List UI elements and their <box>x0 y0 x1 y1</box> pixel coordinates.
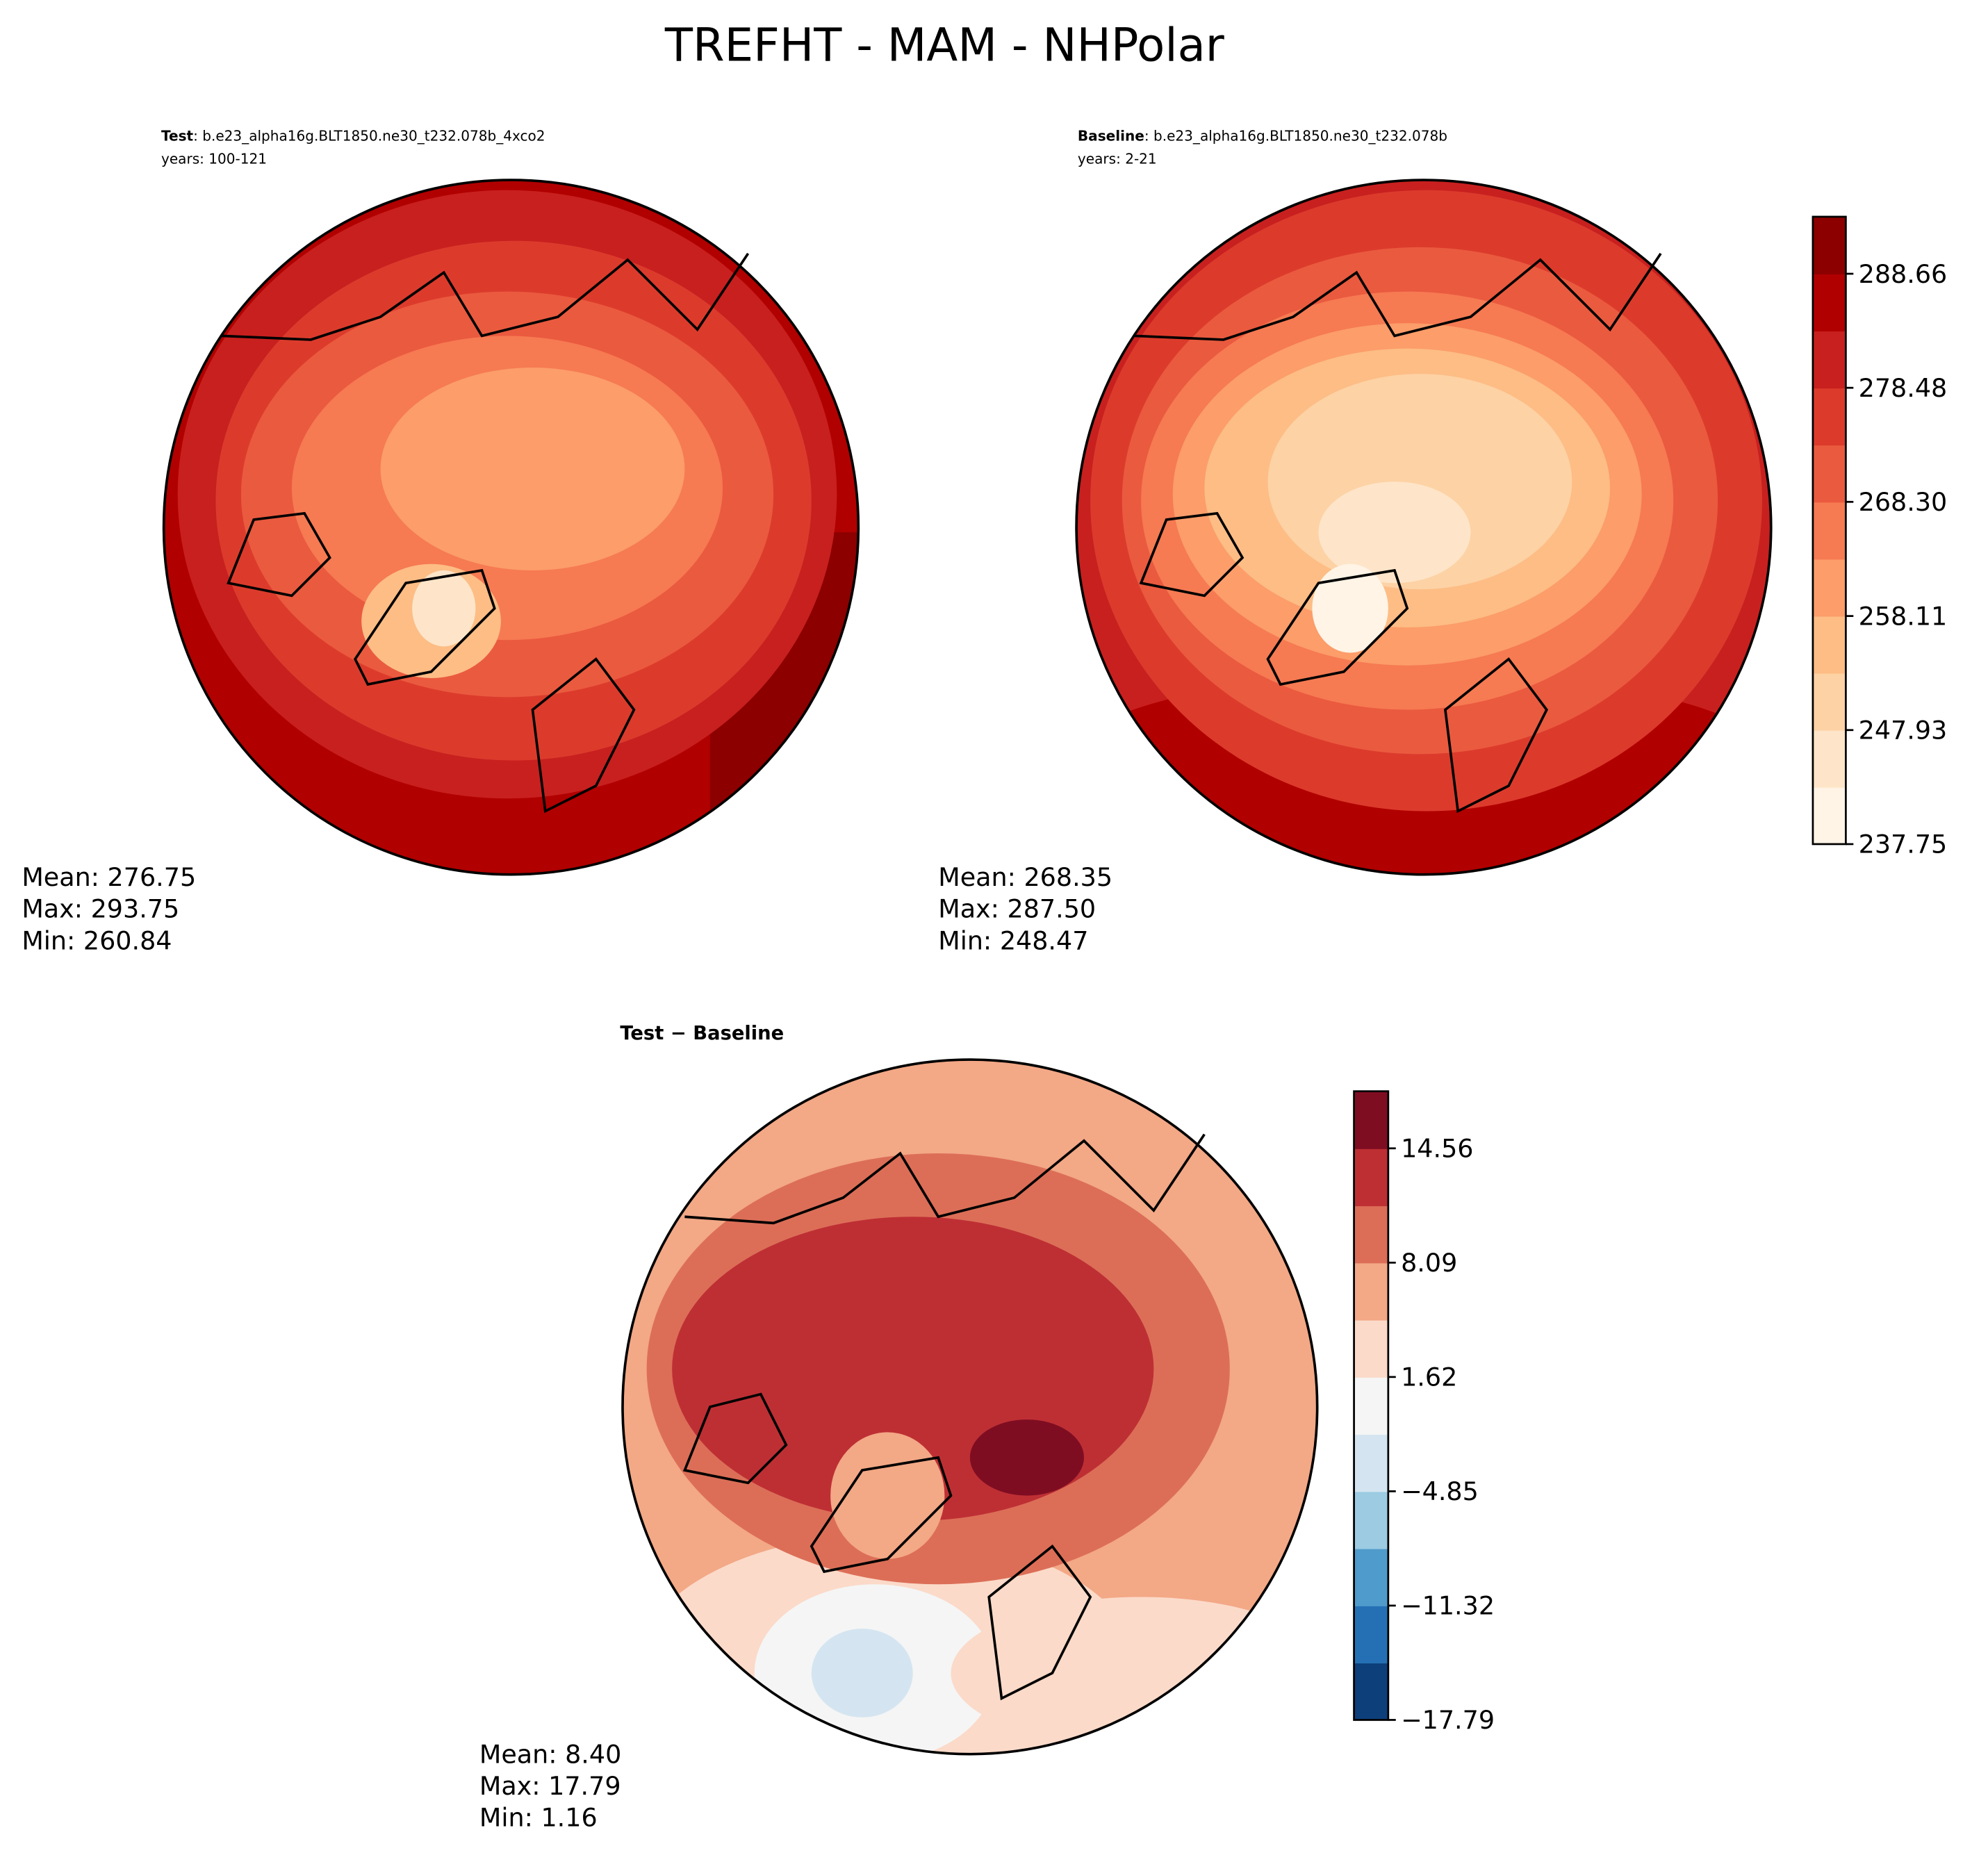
colorbar-band <box>1812 787 1846 845</box>
colorbar: 237.75 247.93 258.11 268.30 278.48 288.66 <box>1812 215 1948 859</box>
stat: Max: 293.75 <box>22 894 179 924</box>
colorbar-band <box>1354 1148 1388 1207</box>
stat: Max: 287.50 <box>938 894 1096 924</box>
panel-label: Test: b.e23_alpha16g.BLT1850.ne30_t232.0… <box>161 127 545 144</box>
stat: Min: 1.16 <box>479 1803 598 1833</box>
coastline <box>682 1133 1206 1701</box>
map-boundary <box>162 179 860 876</box>
stat: Mean: 8.40 <box>479 1739 621 1769</box>
coastline <box>222 252 750 814</box>
figure-title: TREFHT - MAM - NHPolar <box>664 19 1224 72</box>
panel-label-bold: Baseline <box>1078 127 1144 144</box>
colorbar-tick-label: 14.56 <box>1401 1134 1473 1164</box>
colorbar-band <box>1812 274 1846 332</box>
panel-label-rest: : b.e23_alpha16g.BLT1850.ne30_t232.078b <box>1144 127 1447 144</box>
stat: Min: 248.47 <box>938 925 1088 955</box>
map-boundary <box>621 1058 1319 1756</box>
colorbar-tick-label: 258.11 <box>1859 601 1948 631</box>
colorbar-band <box>1812 616 1846 674</box>
map <box>1076 180 1771 875</box>
panel-years: years: 100-121 <box>161 150 267 167</box>
colorbar-tick-label: −17.79 <box>1401 1705 1495 1735</box>
colorbar-band <box>1354 1205 1388 1264</box>
colorbar-frame <box>1812 215 1847 846</box>
colorbar-band <box>1812 445 1846 503</box>
panel-label: Test − Baseline <box>620 1023 784 1044</box>
stat: Mean: 276.75 <box>22 862 196 892</box>
colorbar-tick-label: 288.66 <box>1859 259 1948 289</box>
colorbar-tick-label: −11.32 <box>1401 1591 1495 1621</box>
colorbar-band <box>1812 216 1846 274</box>
colorbar-tick-label: 268.30 <box>1859 487 1948 517</box>
colorbar-band <box>1812 331 1846 389</box>
map <box>623 1060 1317 1754</box>
colorbar-band <box>1354 1491 1388 1549</box>
colorbar-tick-label: 1.62 <box>1401 1362 1457 1392</box>
map <box>163 180 859 875</box>
colorbar-band <box>1354 1091 1388 1149</box>
stat: Mean: 268.35 <box>938 862 1112 892</box>
colorbar-band <box>1354 1262 1388 1321</box>
stat: Max: 17.79 <box>479 1771 621 1801</box>
colorbar-band <box>1354 1319 1388 1378</box>
coastline <box>1134 252 1662 814</box>
colorbar: −17.79 −11.32 −4.85 1.62 8.09 14.56 <box>1353 1090 1495 1735</box>
stat: Min: 260.84 <box>22 925 172 955</box>
colorbar-band <box>1354 1548 1388 1606</box>
colorbar-band <box>1354 1376 1388 1435</box>
panel-label: Baseline: b.e23_alpha16g.BLT1850.ne30_t2… <box>1078 127 1447 144</box>
colorbar-band <box>1354 1605 1388 1664</box>
colorbar-band <box>1354 1663 1388 1721</box>
colorbar-band <box>1812 730 1846 788</box>
colorbar-tick-label: 237.75 <box>1859 830 1948 859</box>
panel-years: years: 2-21 <box>1078 150 1157 167</box>
colorbar-frame <box>1353 1090 1390 1721</box>
colorbar-tick-label: 8.09 <box>1401 1248 1457 1278</box>
colorbar-band <box>1812 388 1846 446</box>
colorbar-band <box>1812 673 1846 731</box>
colorbar-tick-label: −4.85 <box>1401 1476 1479 1506</box>
panel-label-bold: Test <box>161 127 194 144</box>
colorbar-tick-label: 278.48 <box>1859 373 1948 403</box>
colorbar-band <box>1354 1434 1388 1492</box>
colorbar-band <box>1812 502 1846 560</box>
colorbar-band <box>1812 559 1846 617</box>
map-boundary <box>1075 179 1773 876</box>
colorbar-tick-label: 247.93 <box>1859 716 1948 746</box>
panel-label-rest: : b.e23_alpha16g.BLT1850.ne30_t232.078b_… <box>193 127 545 144</box>
